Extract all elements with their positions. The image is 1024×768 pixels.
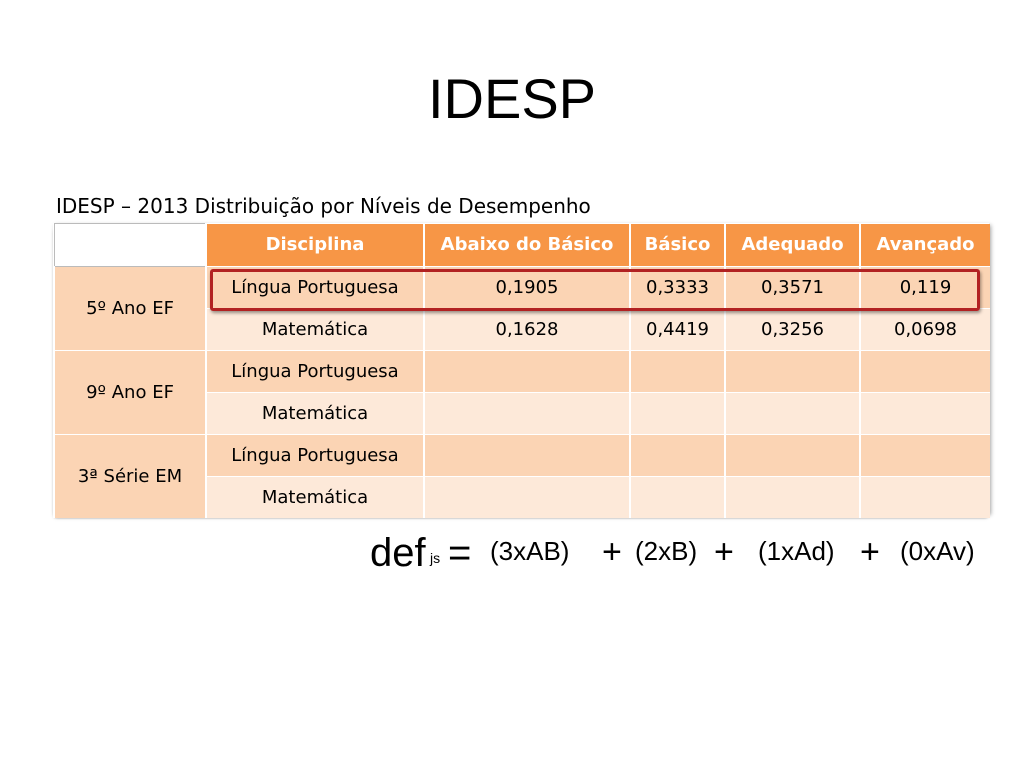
- table-row: Matemática 0,1628 0,4419 0,3256 0,0698: [54, 308, 990, 351]
- header-avancado: Avançado: [859, 223, 990, 267]
- header-abaixo-do-basico: Abaixo do Básico: [423, 223, 630, 267]
- slide-subtitle: IDESP – 2013 Distribuição por Níveis de …: [56, 194, 591, 218]
- cell-basico: [629, 476, 725, 518]
- group-label-9-ano: 9º Ano EF: [53, 350, 206, 435]
- table-row: Matemática: [54, 476, 990, 518]
- formula-plus: +: [602, 533, 622, 571]
- table-row: 5º Ano EF Língua Portuguesa 0,1905 0,333…: [53, 266, 990, 351]
- cell-basico: 0,4419: [629, 308, 725, 351]
- formula-lhs: def: [370, 531, 426, 575]
- cell-adequado: [724, 350, 860, 393]
- cell-adequado: [724, 476, 860, 518]
- cell-avancado: [859, 476, 990, 518]
- cell-abaixo: [423, 392, 630, 435]
- formula-plus: +: [860, 533, 880, 571]
- cell-abaixo: 0,1628: [423, 308, 630, 351]
- cell-abaixo: [423, 476, 630, 518]
- cell-abaixo: [423, 434, 630, 477]
- cell-adequado: 0,3256: [724, 308, 860, 351]
- formula-equals: =: [448, 531, 472, 575]
- table-row: 9º Ano EF Língua Portuguesa: [53, 350, 990, 435]
- formula-term-ab: (3xAB): [490, 536, 570, 566]
- formula-subscript: js: [430, 550, 441, 566]
- performance-table-container: Disciplina Abaixo do Básico Básico Adequ…: [53, 223, 990, 518]
- cell-abaixo: 0,1905: [423, 266, 630, 309]
- formula-term-ad: (1xAd): [758, 536, 835, 566]
- cell-avancado: 0,119: [859, 266, 990, 309]
- cell-avancado: 0,0698: [859, 308, 990, 351]
- cell-avancado: [859, 434, 990, 477]
- cell-disciplina: Matemática: [205, 308, 424, 351]
- cell-disciplina: Língua Portuguesa: [205, 350, 424, 393]
- cell-basico: [629, 392, 725, 435]
- formula-plus: +: [714, 533, 734, 571]
- header-basico: Básico: [629, 223, 725, 267]
- formula-term-av: (0xAv): [900, 536, 975, 566]
- cell-avancado: [859, 350, 990, 393]
- cell-disciplina: Matemática: [205, 392, 424, 435]
- formula: def js = (3xAB) + (2xB) + (1xAd) + (0xAv…: [370, 528, 1010, 588]
- cell-basico: 0,3333: [629, 266, 725, 309]
- cell-adequado: [724, 392, 860, 435]
- table-row: 3ª Série EM Língua Portuguesa: [53, 434, 990, 518]
- header-disciplina: Disciplina: [205, 223, 424, 267]
- cell-adequado: 0,3571: [724, 266, 860, 309]
- cell-avancado: [859, 392, 990, 435]
- group-label-5-ano: 5º Ano EF: [53, 266, 206, 351]
- cell-basico: [629, 434, 725, 477]
- header-adequado: Adequado: [724, 223, 860, 267]
- group-label-3-serie: 3ª Série EM: [53, 434, 206, 518]
- slide-title: IDESP: [427, 67, 597, 130]
- cell-disciplina: Língua Portuguesa: [205, 434, 424, 477]
- cell-disciplina: Matemática: [205, 476, 424, 518]
- performance-table: Disciplina Abaixo do Básico Básico Adequ…: [53, 223, 990, 518]
- cell-disciplina: Língua Portuguesa: [205, 266, 424, 309]
- cell-basico: [629, 350, 725, 393]
- table-row: Matemática: [54, 392, 990, 435]
- table-header-row: Disciplina Abaixo do Básico Básico Adequ…: [53, 223, 990, 267]
- cell-adequado: [724, 434, 860, 477]
- header-corner: [53, 223, 207, 267]
- cell-abaixo: [423, 350, 630, 393]
- formula-term-b: (2xB): [635, 536, 698, 566]
